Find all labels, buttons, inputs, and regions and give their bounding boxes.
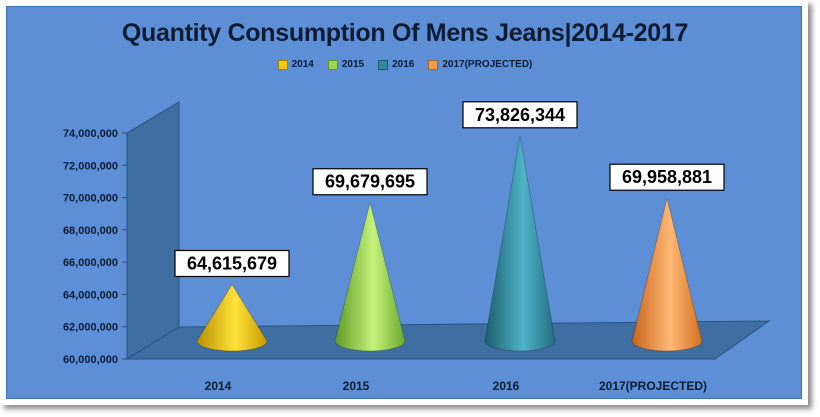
legend-swatch-2017 [428,59,439,70]
chart-title: Quantity Consumption Of Mens Jeans|2014-… [121,19,689,47]
data-label-box [609,163,725,191]
y-tick-label: 62,000,000 [63,322,118,334]
legend-swatch-2014 [277,59,288,70]
plot-area: 60,000,000 62,000,000 64,000,000 66,000,000… [63,101,771,393]
x-axis: 2014 2015 2016 2017(PROJECTED) [205,379,707,393]
x-tick-label: 2016 [493,379,520,393]
chart-area: Quantity Consumption Of Mens Jeans|2014-… [6,6,802,399]
legend-label-2015: 2015 [341,59,365,70]
data-label: 69,958,881 [609,163,725,191]
legend-item-2015: 2015 [327,59,365,70]
cone-2015 [334,202,406,352]
x-tick-label: 2017(PROJECTED) [599,379,707,393]
chart-legend: 2014 2015 2016 2017(PROJECTED) [7,59,803,70]
cone-2014 [196,283,268,352]
data-label-box [462,101,578,129]
y-tick-label: 72,000,000 [63,160,118,172]
cone-body [484,135,556,352]
legend-item-2016: 2016 [378,59,414,70]
legend-item-2017: 2017(PROJECTED) [428,59,532,70]
y-tick-label: 70,000,000 [63,193,118,205]
data-label: 69,679,695 [312,168,428,196]
legend-label-2017: 2017(PROJECTED) [442,59,533,70]
data-label-text: 64,615,679 [187,253,277,273]
y-tick-label: 74,000,000 [63,128,118,140]
legend-swatch-2015 [327,59,338,70]
y-tick-label: 64,000,000 [63,289,118,301]
y-axis: 60,000,000 62,000,000 64,000,000 66,000,000… [63,128,127,366]
cone-body [631,198,703,352]
legend-swatch-2016 [378,59,389,70]
floor [125,320,771,360]
chart-frame: Quantity Consumption Of Mens Jeans|2014-… [6,6,802,399]
x-tick-label: 2015 [343,379,370,393]
data-label-box [174,249,290,278]
legend-label-2014: 2014 [291,59,314,70]
data-label-box [312,168,428,196]
data-labels: 64,615,679 69,679,695 73,826,344 69,958,881 [174,101,725,278]
cone-series [196,135,703,352]
y-tick-label: 66,000,000 [63,257,118,269]
data-label: 73,826,344 [462,101,578,129]
cone-2016 [484,135,556,352]
x-tick-label: 2014 [205,379,232,393]
y-tick-label: 68,000,000 [63,225,118,237]
back-wall [126,101,180,360]
data-label-text: 73,826,344 [475,105,565,125]
data-label: 64,615,679 [174,249,290,278]
data-label-text: 69,958,881 [622,167,712,187]
cone-body [334,202,406,352]
cone-body [196,283,268,352]
legend-label-2016: 2016 [392,59,415,70]
cone-2017-projected- [631,198,703,352]
y-tick-label: 60,000,000 [63,354,118,366]
data-label-text: 69,679,695 [325,172,415,192]
legend-item-2014: 2014 [277,59,314,70]
